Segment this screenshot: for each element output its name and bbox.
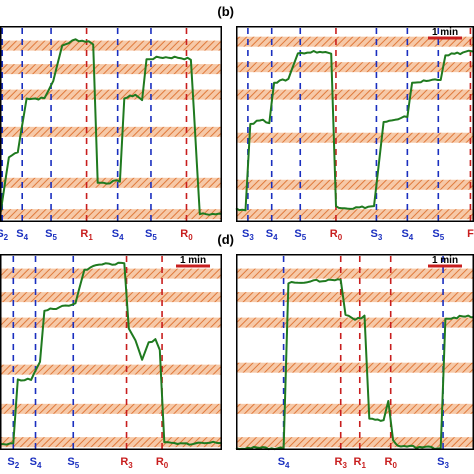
hatched-band [236, 209, 474, 220]
hatched-band [236, 179, 474, 190]
hatched-band [0, 209, 222, 220]
marker-label: S4 [16, 228, 28, 242]
marker-label: S3 [437, 456, 449, 470]
panel-frame [0, 254, 222, 450]
marker-label: S5 [432, 228, 444, 242]
scale-bar-label: 1 min [432, 27, 458, 38]
hatched-band [0, 64, 222, 75]
hatched-band [0, 317, 222, 328]
hatched-band [0, 403, 222, 414]
panel-frame [0, 26, 222, 222]
marker-label: S4 [112, 228, 124, 242]
marker-label: S4 [266, 228, 278, 242]
panel-label: (d) [217, 232, 234, 247]
marker-label: S3 [371, 228, 383, 242]
hatched-band [0, 268, 222, 279]
panel-b: 1 min (b) S3 S4 S5 R0 S3 S4 S5 F [217, 4, 474, 242]
hatched-band [0, 364, 222, 375]
marker-label: R0 [330, 228, 343, 242]
marker-label: R0 [156, 456, 169, 470]
marker-label: R0 [384, 456, 397, 470]
panel-c: 1 min S2 S4 S5 R3 R0 [0, 254, 223, 470]
marker-label: R1 [80, 228, 93, 242]
hatched-band [236, 437, 474, 448]
hatched-band [0, 292, 222, 303]
marker-label: R0 [180, 228, 193, 242]
hatched-band [236, 292, 474, 303]
marker-label: R3 [120, 456, 133, 470]
panel-a: S2 S4 S5 R1 S4 S5 R0 [0, 26, 223, 242]
hatched-band [236, 132, 474, 143]
panel-frame [236, 254, 474, 450]
panel-label: (b) [217, 4, 234, 19]
marker-label: S3 [242, 228, 254, 242]
marker-label: S5 [67, 456, 79, 470]
hatched-band [236, 62, 474, 73]
hatched-band [236, 89, 474, 100]
marker-label: S4 [401, 228, 413, 242]
signal-trace [235, 49, 474, 212]
marker-label: S5 [45, 228, 57, 242]
hatched-band [236, 362, 474, 373]
signal-trace [0, 261, 223, 446]
hatched-band [0, 40, 222, 51]
hatched-band [236, 268, 474, 279]
panel-frame [236, 26, 474, 222]
scale-bar-label: 1 min [432, 255, 458, 266]
panel-d: 1 min (d) S4 R3 R1 R0 S3 [217, 232, 474, 470]
signal-trace [0, 38, 223, 217]
hatched-band [236, 403, 474, 414]
marker-label: S5 [145, 228, 157, 242]
hatched-band [236, 36, 474, 47]
hatched-band [0, 89, 222, 100]
marker-label: S2 [0, 228, 9, 242]
hatched-band [0, 437, 222, 448]
marker-label: F [467, 228, 474, 240]
marker-label: R3 [335, 456, 348, 470]
scale-bar-label: 1 min [180, 255, 206, 266]
marker-label: S4 [30, 456, 42, 470]
marker-label: R1 [354, 456, 367, 470]
hatched-band [236, 317, 474, 328]
marker-label: S2 [7, 456, 19, 470]
marker-label: S4 [278, 456, 290, 470]
hatched-band [0, 126, 222, 137]
marker-label: S5 [294, 228, 306, 242]
